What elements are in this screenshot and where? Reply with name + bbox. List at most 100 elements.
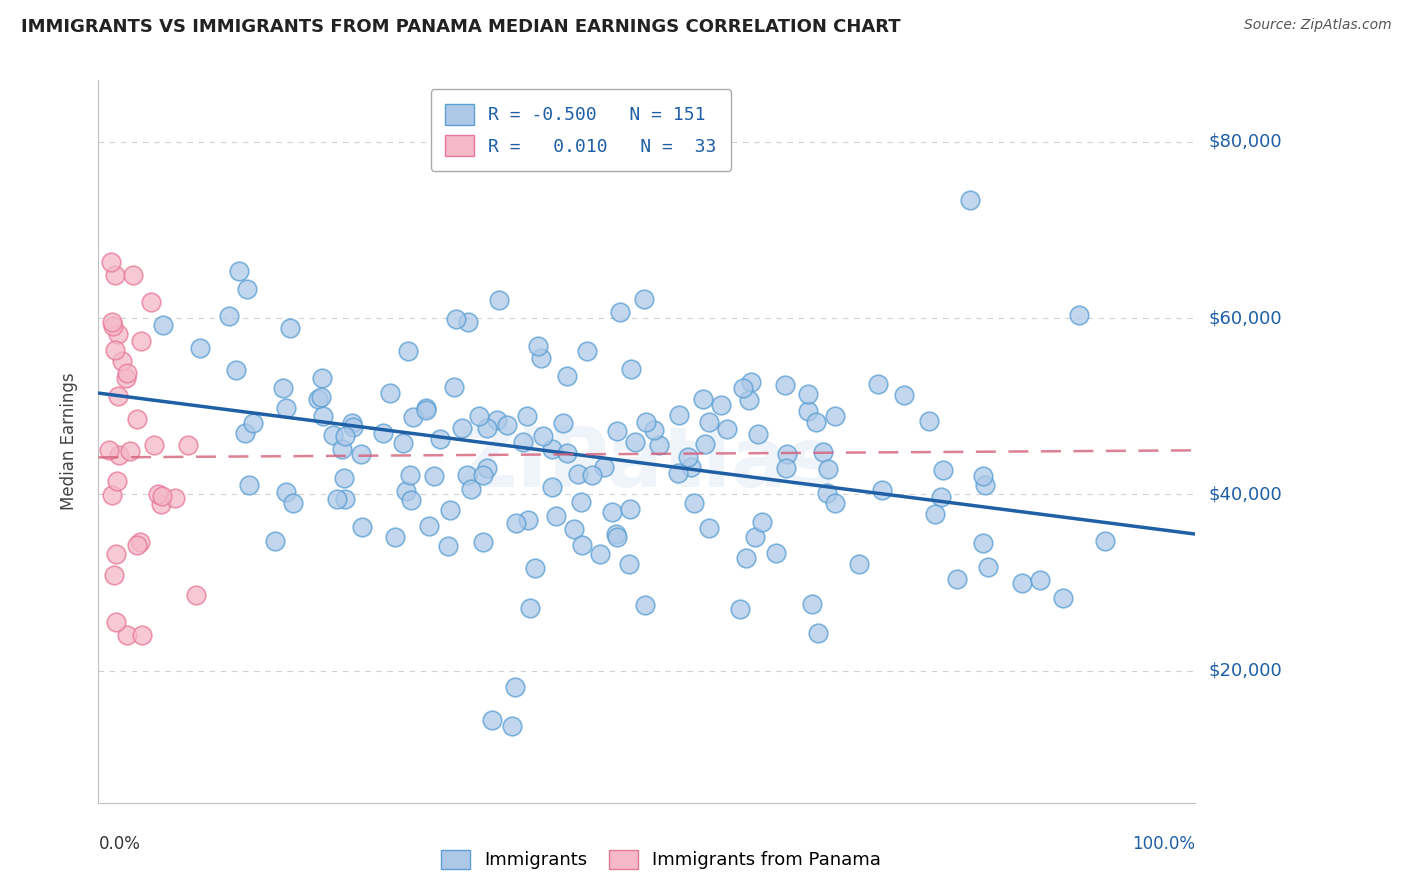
Text: $60,000: $60,000: [1209, 310, 1282, 327]
Point: [468, 409, 491, 423]
Point: [481, 713, 503, 727]
Point: [796, 404, 818, 418]
Point: [460, 482, 482, 496]
Point: [807, 626, 830, 640]
Point: [115, 628, 138, 642]
Legend: R = -0.500   N = 151, R =   0.010   N =  33: R = -0.500 N = 151, R = 0.010 N = 33: [430, 89, 731, 170]
Point: [973, 478, 995, 492]
Point: [619, 502, 641, 516]
Point: [107, 389, 129, 403]
Point: [516, 409, 538, 423]
Point: [740, 375, 762, 389]
Point: [415, 402, 437, 417]
Point: [555, 368, 578, 383]
Point: [804, 415, 827, 429]
Point: [571, 538, 593, 552]
Point: [242, 416, 264, 430]
Point: [541, 442, 564, 456]
Point: [606, 530, 628, 544]
Point: [264, 534, 287, 549]
Point: [122, 268, 145, 282]
Point: [866, 377, 889, 392]
Point: [524, 561, 547, 575]
Point: [423, 468, 446, 483]
Point: [392, 436, 415, 450]
Point: [184, 588, 207, 602]
Point: [728, 602, 751, 616]
Text: $80,000: $80,000: [1209, 133, 1282, 151]
Point: [747, 426, 769, 441]
Point: [776, 447, 799, 461]
Point: [125, 538, 148, 552]
Point: [444, 311, 467, 326]
Point: [527, 339, 550, 353]
Point: [811, 445, 834, 459]
Point: [609, 305, 631, 319]
Point: [326, 492, 349, 507]
Point: [415, 401, 437, 416]
Point: [699, 415, 721, 429]
Point: [395, 484, 418, 499]
Text: Source: ZipAtlas.com: Source: ZipAtlas.com: [1244, 18, 1392, 32]
Point: [401, 409, 423, 424]
Point: [456, 467, 478, 482]
Text: 100.0%: 100.0%: [1132, 835, 1195, 854]
Point: [307, 392, 329, 406]
Point: [634, 598, 657, 612]
Point: [870, 483, 893, 497]
Point: [929, 490, 952, 504]
Point: [274, 485, 297, 500]
Point: [697, 521, 720, 535]
Point: [668, 408, 690, 422]
Point: [118, 444, 141, 458]
Point: [775, 461, 797, 475]
Point: [617, 557, 640, 571]
Point: [281, 495, 304, 509]
Point: [350, 520, 373, 534]
Point: [824, 409, 846, 424]
Text: 0.0%: 0.0%: [98, 835, 141, 854]
Point: [606, 424, 628, 438]
Point: [271, 382, 294, 396]
Point: [188, 341, 211, 355]
Point: [225, 363, 247, 377]
Point: [418, 519, 440, 533]
Point: [131, 628, 153, 642]
Point: [117, 366, 139, 380]
Point: [648, 438, 671, 452]
Point: [924, 507, 946, 521]
Y-axis label: Median Earnings: Median Earnings: [59, 373, 77, 510]
Point: [544, 508, 567, 523]
Point: [797, 387, 820, 401]
Point: [439, 503, 461, 517]
Point: [150, 489, 173, 503]
Point: [1052, 591, 1074, 606]
Point: [103, 568, 125, 582]
Point: [678, 450, 700, 464]
Text: $40,000: $40,000: [1209, 485, 1282, 503]
Point: [104, 615, 127, 630]
Point: [932, 463, 955, 477]
Point: [620, 361, 643, 376]
Point: [848, 557, 870, 571]
Point: [716, 421, 738, 435]
Point: [679, 460, 702, 475]
Point: [512, 435, 534, 450]
Point: [710, 399, 733, 413]
Point: [443, 380, 465, 394]
Point: [824, 496, 846, 510]
Point: [815, 486, 838, 500]
Point: [311, 371, 333, 385]
Point: [437, 539, 460, 553]
Point: [519, 601, 541, 615]
Point: [129, 334, 152, 348]
Point: [278, 321, 301, 335]
Point: [581, 467, 603, 482]
Point: [972, 536, 994, 550]
Point: [624, 434, 647, 449]
Point: [107, 326, 129, 341]
Point: [396, 344, 419, 359]
Point: [330, 442, 353, 456]
Point: [143, 438, 166, 452]
Point: [738, 392, 761, 407]
